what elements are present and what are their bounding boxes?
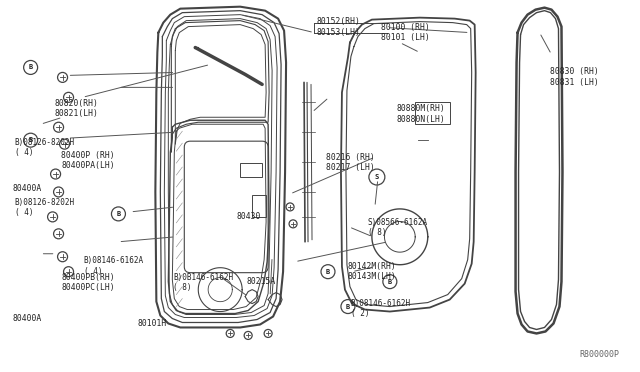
- Text: B)0B146-6162H
( 8): B)0B146-6162H ( 8): [173, 273, 233, 292]
- Text: 80400A: 80400A: [12, 184, 42, 193]
- Text: B: B: [388, 279, 392, 285]
- Text: 80142M(RH)
80143M(LH): 80142M(RH) 80143M(LH): [348, 262, 396, 281]
- Text: 80216 (RH)
80217 (LH): 80216 (RH) 80217 (LH): [326, 153, 375, 172]
- Text: B)08126-8202H
( 4): B)08126-8202H ( 4): [15, 138, 75, 157]
- Bar: [240, 163, 262, 177]
- Text: B: B: [29, 64, 33, 70]
- Text: 80152(RH)
80153(LH): 80152(RH) 80153(LH): [317, 17, 361, 37]
- Text: S: S: [375, 174, 379, 180]
- Text: 80430: 80430: [237, 212, 261, 221]
- Text: B: B: [346, 304, 350, 310]
- Bar: [415, 102, 450, 124]
- Bar: [252, 195, 266, 217]
- Text: 80820(RH)
80821(LH): 80820(RH) 80821(LH): [55, 99, 99, 118]
- Text: S)08566-6162A
( 8): S)08566-6162A ( 8): [368, 218, 428, 237]
- Text: 80830 (RH)
80831 (LH): 80830 (RH) 80831 (LH): [550, 67, 598, 87]
- Text: B)08146-6162H
( 2): B)08146-6162H ( 2): [351, 299, 411, 318]
- Text: B: B: [116, 211, 120, 217]
- Text: 80100 (RH)
80101 (LH): 80100 (RH) 80101 (LH): [381, 23, 429, 42]
- Text: B)08146-6162A
( 4): B)08146-6162A ( 4): [84, 256, 144, 276]
- Text: 80400P (RH)
80400PA(LH): 80400P (RH) 80400PA(LH): [61, 151, 115, 170]
- Text: R800000P: R800000P: [579, 350, 620, 359]
- Text: 80400A: 80400A: [12, 314, 42, 323]
- Text: 80880M(RH)
80880N(LH): 80880M(RH) 80880N(LH): [397, 105, 445, 124]
- Text: 80215A: 80215A: [246, 277, 276, 286]
- Text: 80101H: 80101H: [138, 320, 167, 328]
- Text: B)08126-8202H
( 4): B)08126-8202H ( 4): [15, 198, 75, 217]
- Text: B: B: [326, 269, 330, 275]
- Text: B: B: [29, 137, 33, 143]
- Text: 80400PB(RH)
80400PC(LH): 80400PB(RH) 80400PC(LH): [61, 273, 115, 292]
